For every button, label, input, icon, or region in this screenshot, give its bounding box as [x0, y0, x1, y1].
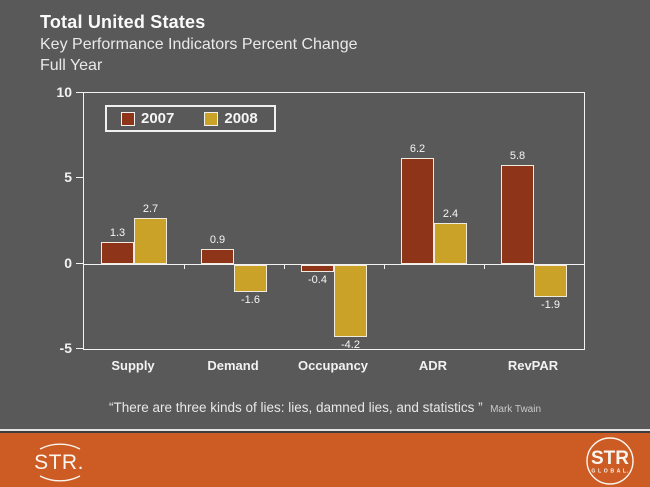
str-logo: STR. .: [34, 443, 84, 482]
y-tick-label: 0: [64, 255, 72, 271]
bar-2007-supply: [101, 242, 134, 264]
bar-2007-occupancy: [301, 265, 334, 272]
bar-2008-revpar: [534, 265, 567, 297]
title-block: Total United States Key Performance Indi…: [40, 10, 358, 76]
bar-value-label: -1.9: [541, 299, 560, 311]
y-tick-label: -5: [59, 340, 72, 356]
bar-value-label: 1.3: [109, 227, 126, 239]
page-title: Total United States: [40, 12, 206, 32]
y-tick-mark: [76, 263, 83, 264]
legend-swatch-2008: [204, 111, 219, 126]
bar-value-label: 2.7: [142, 203, 159, 215]
bar-2007-revpar: [501, 165, 534, 264]
legend-entry-2007: 2007: [121, 110, 174, 127]
y-tick-label: 10: [56, 84, 72, 100]
bar-value-label: 5.8: [509, 150, 526, 162]
str-global-logo-bottom: G L O B A L.: [591, 469, 628, 475]
y-tick-mark: [76, 177, 83, 178]
legend-swatch-2007: [121, 111, 135, 126]
str-global-logo-top: STR: [591, 448, 629, 469]
bar-2008-adr: [434, 223, 467, 264]
x-boundary-tick: [384, 264, 385, 269]
quote-attribution: Mark Twain: [490, 404, 542, 415]
quote-text: “There are three kinds of lies: lies, da…: [108, 400, 483, 415]
page-subtitle: Key Performance Indicators Percent Chang…: [40, 36, 358, 53]
bar-2008-supply: [134, 218, 167, 264]
legend-label-2007: 2007: [141, 110, 175, 127]
zero-axis-line: [84, 264, 584, 265]
bar-value-label: 2.4: [442, 208, 459, 220]
x-category-label-adr: ADR: [418, 358, 448, 373]
x-category-label-occupancy: Occupancy: [297, 358, 369, 373]
footer-separator-dark: [0, 431, 650, 433]
bar-chart: 2007 2008 1.3 2.7 0.9 -1.6 -0.4 -4.2 6.2 2.4 5.8 -…: [0, 84, 650, 386]
bar-2008-demand: [234, 265, 267, 292]
plot-area: 2007 2008 1.3 2.7 0.9 -1.6 -0.4 -4.2 6.2 2.4 5.8 -…: [83, 92, 585, 351]
str-global-logo: STR G L O B A L.: [586, 437, 634, 485]
chart-legend: 2007 2008: [105, 105, 276, 132]
footer-band: STR. . STR G L O B A L.: [0, 433, 650, 487]
y-tick-label: 5: [64, 169, 72, 185]
legend-label-2008: 2008: [224, 110, 258, 127]
bar-value-label: -1.6: [241, 294, 260, 306]
footer-separator-light: [0, 429, 650, 431]
x-category-label-supply: Supply: [111, 358, 155, 373]
y-tick-mark: [76, 92, 83, 93]
legend-entry-2008: 2008: [204, 110, 258, 127]
x-boundary-tick: [484, 264, 485, 269]
y-tick-mark: [76, 348, 83, 349]
bar-2007-adr: [401, 158, 434, 264]
quote-row: “There are three kinds of lies: lies, da…: [0, 399, 650, 417]
str-logo-text: STR.: [34, 451, 84, 474]
bar-2007-demand: [201, 249, 234, 264]
bar-2008-occupancy: [334, 265, 367, 337]
bar-value-label: 0.9: [209, 234, 226, 246]
x-boundary-tick: [184, 264, 185, 269]
bar-value-label: 6.2: [409, 143, 426, 155]
bar-value-label: -4.2: [341, 339, 360, 351]
page-period: Full Year: [40, 57, 103, 74]
x-category-label-demand: Demand: [207, 358, 259, 373]
x-boundary-tick: [284, 264, 285, 269]
bar-value-label: -0.4: [308, 274, 327, 286]
x-category-label-revpar: RevPAR: [507, 358, 559, 373]
